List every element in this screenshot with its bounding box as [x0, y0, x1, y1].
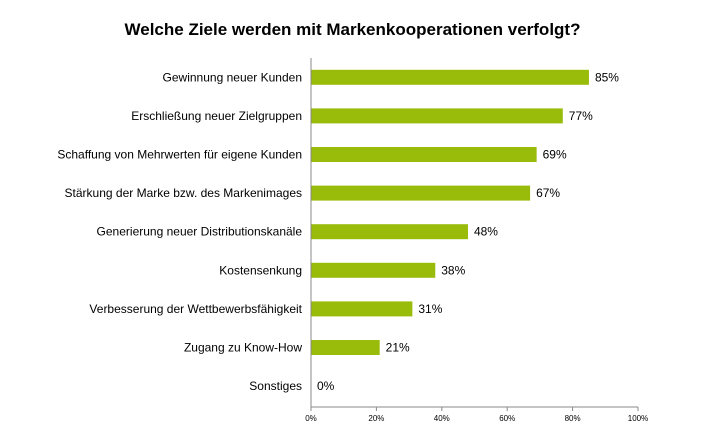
category-label: Kostensenkung	[219, 263, 302, 277]
x-tick-label: 60%	[499, 414, 515, 423]
category-label: Generierung neuer Distributionskanäle	[97, 225, 303, 239]
chart-title: Welche Ziele werden mit Markenkooperatio…	[124, 20, 581, 39]
category-label: Stärkung der Marke bzw. des Markenimages	[65, 186, 302, 200]
data-label: 31%	[418, 302, 442, 316]
bar	[311, 108, 563, 124]
category-label: Gewinnung neuer Kunden	[163, 70, 302, 84]
data-label: 85%	[595, 70, 619, 84]
bar	[311, 224, 468, 240]
category-label: Zugang zu Know-How	[184, 341, 302, 355]
x-tick-label: 80%	[565, 414, 581, 423]
x-tick-label: 0%	[305, 414, 317, 423]
data-label: 48%	[474, 225, 498, 239]
category-label: Verbesserung der Wettbewerbsfähigkeit	[89, 302, 302, 316]
bar	[311, 147, 537, 162]
data-label: 67%	[536, 186, 560, 200]
bar	[311, 69, 589, 85]
bar	[311, 185, 531, 201]
data-label: 77%	[569, 109, 593, 123]
data-label: 38%	[441, 263, 465, 277]
bar	[311, 340, 380, 355]
x-tick-label: 40%	[434, 414, 450, 423]
x-tick-label: 20%	[368, 414, 384, 423]
data-label: 69%	[543, 148, 567, 162]
data-label: 0%	[317, 379, 335, 393]
category-label: Erschließung neuer Zielgruppen	[131, 109, 302, 123]
bar	[311, 301, 413, 317]
bar	[311, 262, 436, 278]
category-label: Sonstiges	[249, 379, 302, 393]
x-tick-label: 100%	[628, 414, 648, 423]
data-label: 21%	[386, 341, 410, 355]
category-label: Schaffung von Mehrwerten für eigene Kund…	[57, 148, 302, 162]
